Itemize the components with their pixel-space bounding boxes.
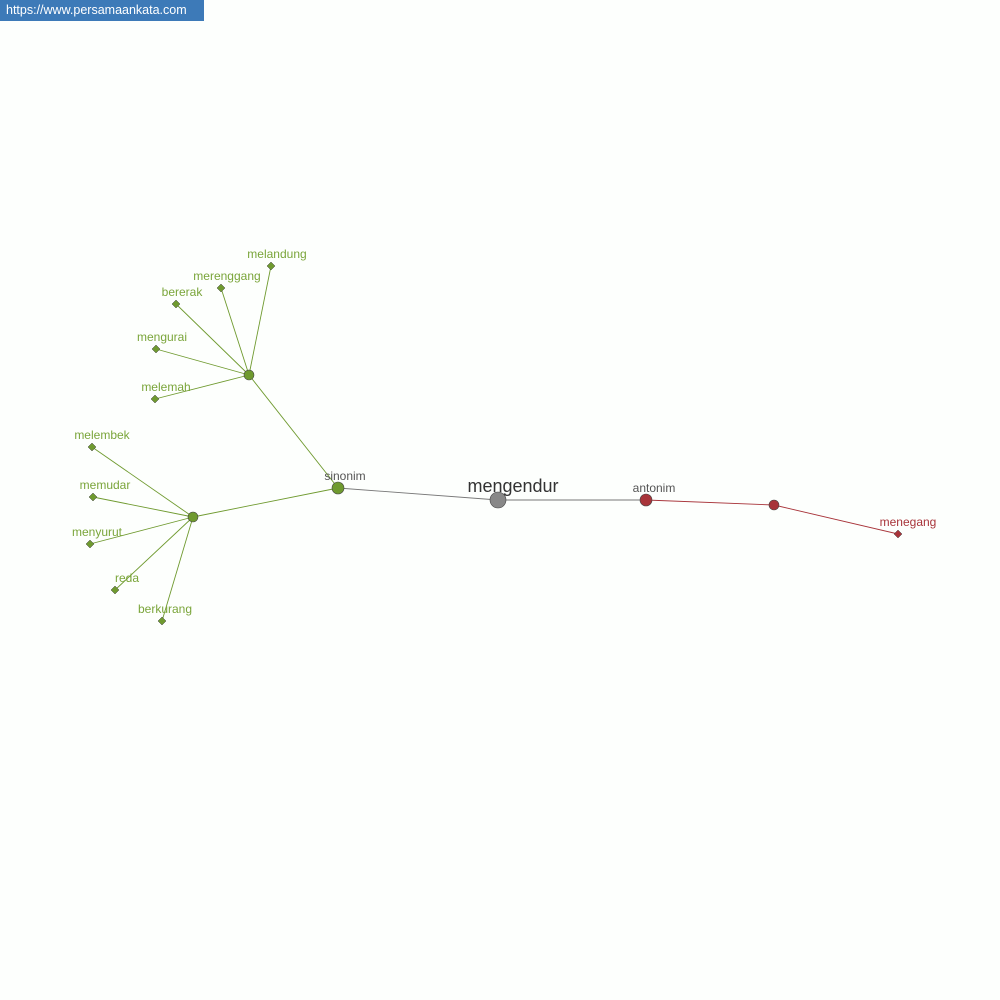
antonim-node	[639, 493, 653, 507]
synonym-label: melandung	[247, 247, 306, 261]
edge-synonym-leaf	[91, 446, 194, 518]
synonym-label: bererak	[162, 285, 204, 299]
synonym-node	[266, 261, 276, 271]
synonym-label: merenggang	[193, 269, 260, 283]
edge-synonym-leaf	[161, 516, 194, 622]
site-watermark[interactable]: https://www.persamaankata.com	[0, 0, 204, 21]
antonim-label: antonim	[633, 481, 676, 495]
sinonim-label: sinonim	[324, 469, 365, 483]
synonym-node	[151, 344, 161, 354]
synonym-node	[216, 283, 226, 293]
edge-synonym-hub	[192, 487, 339, 518]
edge-center-sinonim	[337, 487, 499, 501]
synonym-label: melemah	[141, 380, 190, 394]
synonym-label: berkurang	[138, 602, 192, 616]
synonym-node	[171, 299, 181, 309]
labels: melandung merenggang bererak mengurai melema…	[72, 247, 936, 616]
synonym-hub-node	[243, 369, 255, 381]
synonym-label: melembek	[74, 428, 130, 442]
nodes	[85, 261, 903, 626]
antonym-label: menegang	[880, 515, 937, 529]
edge-synonym-leaf	[154, 374, 250, 400]
edges	[89, 265, 899, 622]
edge-synonym-leaf	[92, 496, 194, 518]
edge-synonym-leaf	[155, 348, 250, 376]
synonym-hub-node	[187, 511, 199, 523]
sinonim-node	[331, 481, 345, 495]
synonym-node	[85, 539, 95, 549]
antonym-node	[893, 529, 903, 539]
edge-synonym-leaf	[175, 303, 250, 376]
synonym-label: reda	[115, 571, 139, 585]
center-word-label: mengendur	[467, 476, 558, 496]
edge-antonym-leaf	[773, 504, 899, 535]
center-node	[489, 491, 507, 509]
edge-synonym-leaf	[248, 265, 272, 376]
edge-synonym-leaf	[220, 287, 250, 376]
edge-antonym-hub	[645, 499, 775, 506]
edge-synonym-leaf	[89, 516, 194, 545]
synonym-node	[110, 585, 120, 595]
edge-synonym-hub	[248, 374, 339, 489]
edge-synonym-leaf	[114, 516, 194, 591]
antonym-hub-node	[768, 499, 780, 511]
synonym-node	[88, 492, 98, 502]
synonym-node	[150, 394, 160, 404]
synonym-node	[87, 442, 97, 452]
synonym-node	[157, 616, 167, 626]
synonym-label: memudar	[80, 478, 131, 492]
synonym-label: mengurai	[137, 330, 187, 344]
synonym-label: menyurut	[72, 525, 123, 539]
